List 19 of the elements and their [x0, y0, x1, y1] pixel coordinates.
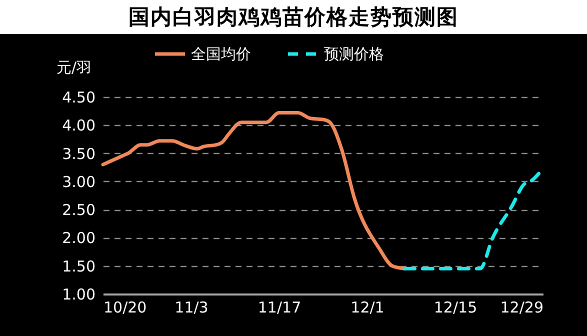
x-tick-label: 10/20 — [104, 298, 147, 316]
y-tick-label: 2.50 — [62, 201, 96, 220]
chart-title: 国内白羽肉鸡鸡苗价格走势预测图 — [0, 0, 587, 34]
x-tick-label: 12/15 — [434, 298, 478, 316]
y-axis-title: 元/羽 — [56, 58, 92, 76]
y-tick-label: 3.50 — [62, 144, 96, 163]
x-tick-label: 12/1 — [350, 298, 384, 316]
x-tick-label: 11/3 — [174, 298, 208, 316]
y-tick-label: 1.50 — [62, 257, 96, 276]
y-tick-label: 1.00 — [62, 286, 96, 304]
legend-label: 预测价格 — [324, 45, 384, 63]
x-tick-label: 12/29 — [500, 298, 544, 316]
y-tick-label: 3.00 — [62, 172, 96, 191]
y-tick-label: 4.00 — [62, 116, 96, 135]
legend-label: 全国均价 — [191, 45, 251, 63]
y-tick-label: 2.00 — [62, 229, 96, 248]
line-series — [101, 111, 406, 270]
y-tick-label: 4.50 — [62, 88, 96, 106]
x-tick-label: 11/17 — [258, 298, 302, 316]
